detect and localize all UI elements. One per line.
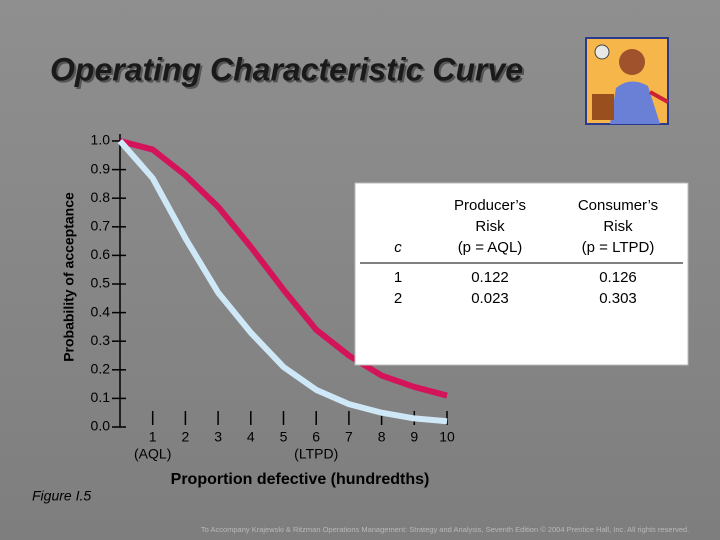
y-axis-label: Probability of acceptance [61,192,77,362]
x-axis-label: Proportion defective (hundredths) [171,471,430,488]
y-tick-label: 0.3 [91,332,111,348]
table-header: (p = AQL) [458,239,523,256]
curve [117,139,448,425]
x-tick-label: 8 [378,429,386,445]
chart-title: Operating Characteristic Curve [50,51,523,87]
table-header: Risk [475,218,505,235]
y-tick-label: 0.8 [91,189,111,205]
figure-label: Figure I.5 [32,488,91,504]
table-header: Consumer’s [578,197,658,214]
table-cell: 1 [394,269,402,286]
y-tick-label: 0.9 [91,160,111,176]
x-annotation: (AQL) [134,446,171,462]
y-tick-label: 0.0 [91,418,111,434]
y-tick-label: 1.0 [91,132,111,148]
y-tick-label: 0.4 [91,303,111,319]
x-tick-label: 7 [345,429,353,445]
x-tick-label: 6 [312,429,320,445]
x-tick-label: 3 [214,429,222,445]
curve [119,138,448,399]
x-annotation: (LTPD) [294,446,338,462]
table-cell: 0.126 [599,269,637,286]
y-tick-label: 0.7 [91,218,111,234]
risk-table: c Producer’s Risk (p = AQL) Consumer’s Risk (p… [354,182,689,366]
y-tick-label: 0.2 [91,361,111,377]
x-tick-label: 2 [182,429,190,445]
x-tick-label: 1 [149,429,157,445]
x-tick-label: 10 [439,429,455,445]
x-tick-label: 5 [280,429,288,445]
table-cell: 0.122 [471,269,509,286]
table-header: Risk [603,218,633,235]
x-tick-label: 4 [247,429,255,445]
table-header: c [394,239,402,256]
clip-art [585,37,669,125]
table-cell: 0.023 [471,290,509,307]
table-header: Producer’s [454,197,526,214]
title-shadow: Operating Characteristic Curve [52,53,525,89]
x-tick-label: 9 [410,429,418,445]
y-tick-label: 0.5 [91,275,111,291]
table-box [354,182,689,366]
table-header: (p = LTPD) [582,239,655,256]
y-tick-label: 0.6 [91,246,111,262]
y-tick-label: 0.1 [91,389,111,405]
table-cell: 0.303 [599,290,637,307]
footer: To Accompany Krajewski & Ritzman Operati… [201,525,689,534]
table-cell: 2 [394,290,402,307]
